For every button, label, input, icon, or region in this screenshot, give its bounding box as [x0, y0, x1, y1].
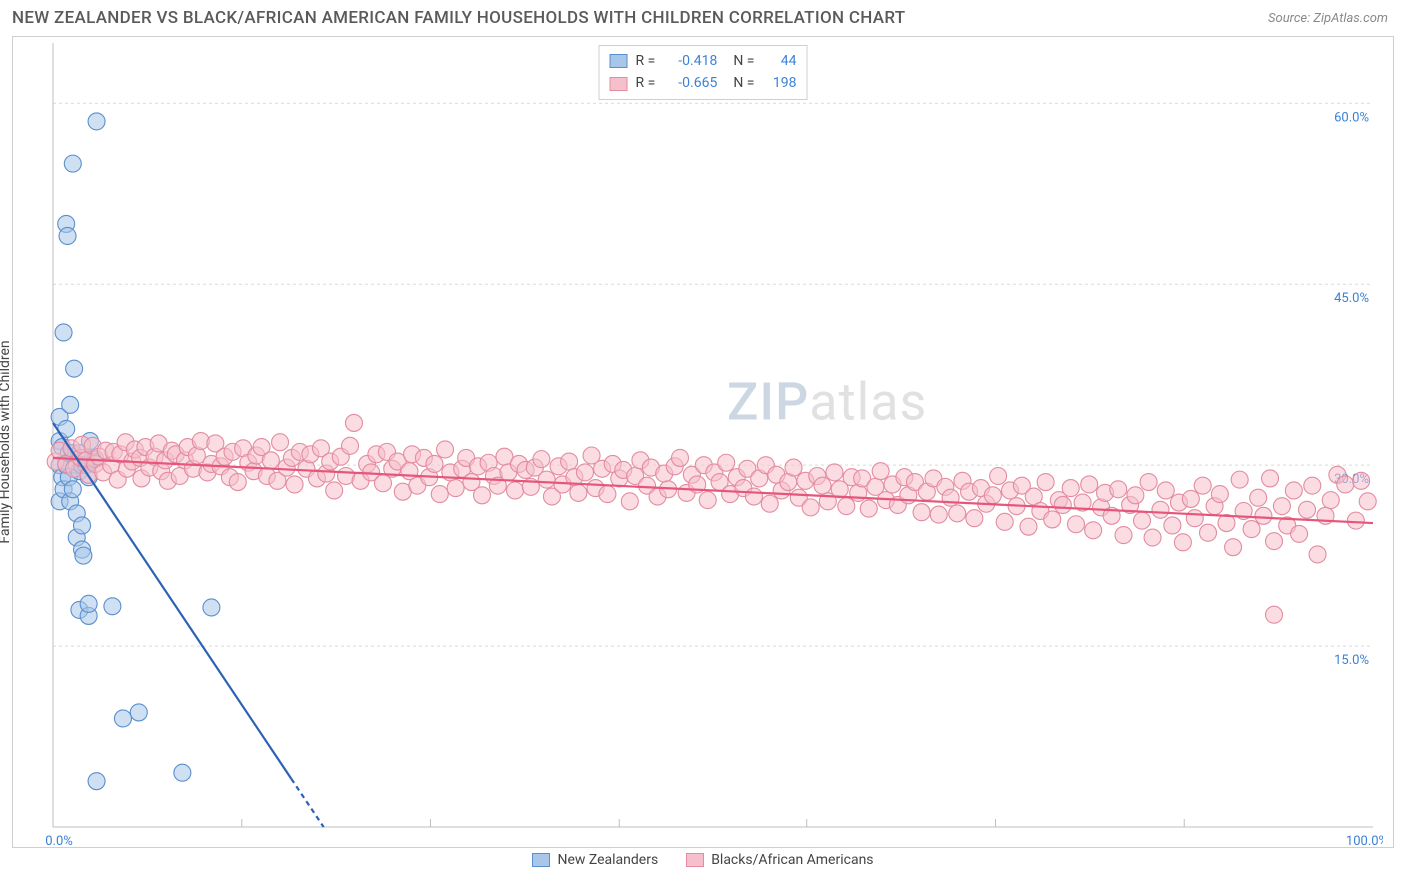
series-label-baa: Blacks/African Americans	[711, 852, 873, 868]
chart-title: NEW ZEALANDER VS BLACK/AFRICAN AMERICAN …	[12, 8, 905, 28]
swatch-baa	[610, 77, 628, 91]
legend-row-baa: R = -0.665 N = 198	[610, 72, 797, 94]
legend-item-baa: Blacks/African Americans	[686, 852, 873, 868]
n-label: N =	[733, 72, 754, 94]
legend-row-nz: R = -0.418 N = 44	[610, 50, 797, 72]
r-value-nz: -0.418	[663, 50, 717, 72]
r-value-baa: -0.665	[663, 72, 717, 94]
source-attribution: Source: ZipAtlas.com	[1268, 11, 1388, 26]
svg-text:0.0%: 0.0%	[45, 834, 73, 847]
swatch-baa	[686, 853, 704, 867]
swatch-nz	[532, 853, 550, 867]
svg-text:15.0%: 15.0%	[1334, 653, 1369, 668]
svg-text:100.0%: 100.0%	[1346, 834, 1383, 847]
series-legend: New Zealanders Blacks/African Americans	[0, 852, 1406, 868]
svg-text:45.0%: 45.0%	[1334, 291, 1369, 306]
n-label: N =	[733, 50, 754, 72]
correlation-legend: R = -0.418 N = 44 R = -0.665 N = 198	[599, 45, 808, 100]
n-value-baa: 198	[762, 72, 796, 94]
chart-container: Family Households with Children R = -0.4…	[12, 36, 1394, 848]
r-label: R =	[636, 72, 656, 94]
y-axis-label: Family Households with Children	[0, 340, 13, 543]
n-value-nz: 44	[762, 50, 796, 72]
legend-item-nz: New Zealanders	[532, 852, 658, 868]
scatter-plot: 15.0%30.0%45.0%60.0%0.0%100.0%	[13, 37, 1383, 847]
r-label: R =	[636, 50, 656, 72]
swatch-nz	[610, 54, 628, 68]
series-label-nz: New Zealanders	[557, 852, 658, 868]
svg-text:60.0%: 60.0%	[1334, 110, 1369, 125]
